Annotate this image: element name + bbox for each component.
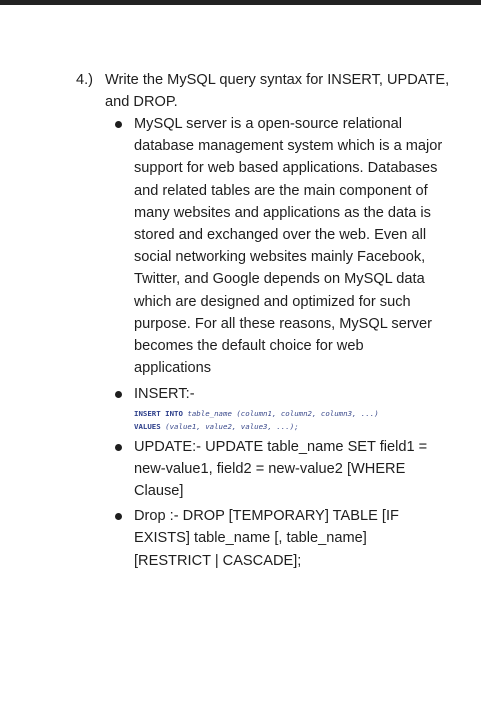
code-keyword-values: VALUES [134, 422, 161, 431]
question: 4.) Write the MySQL query syntax for INS… [76, 69, 456, 113]
question-number: 4.) [76, 69, 93, 91]
code-line-2: (value1, value2, value3, ...); [161, 422, 299, 431]
bullet-icon [115, 444, 122, 451]
question-text: Write the MySQL query syntax for INSERT,… [105, 69, 456, 113]
insert-label: INSERT:- [134, 386, 195, 402]
list-item-intro: MySQL server is a open-source relational… [113, 113, 443, 379]
bullet-icon [115, 121, 122, 128]
list-item-update: UPDATE:- UPDATE table_name SET field1 = … [113, 436, 443, 503]
list-item-drop: Drop :- DROP [TEMPORARY] TABLE [IF EXIST… [113, 505, 443, 572]
bullet-icon [115, 513, 122, 520]
code-line-1: table_name (column1, column2, column3, .… [183, 409, 379, 418]
bullet-icon [115, 391, 122, 398]
code-keyword-insert-into: INSERT INTO [134, 409, 183, 418]
drop-text: Drop :- DROP [TEMPORARY] TABLE [IF EXIST… [134, 508, 399, 568]
list-item-insert: INSERT:- INSERT INTO table_name (column1… [113, 383, 443, 432]
intro-text: MySQL server is a open-source relational… [134, 116, 442, 376]
document-page: 4.) Write the MySQL query syntax for INS… [0, 5, 481, 714]
update-text: UPDATE:- UPDATE table_name SET field1 = … [134, 439, 427, 499]
answer-list: MySQL server is a open-source relational… [113, 113, 443, 572]
insert-code-block: INSERT INTO table_name (column1, column2… [134, 407, 443, 433]
